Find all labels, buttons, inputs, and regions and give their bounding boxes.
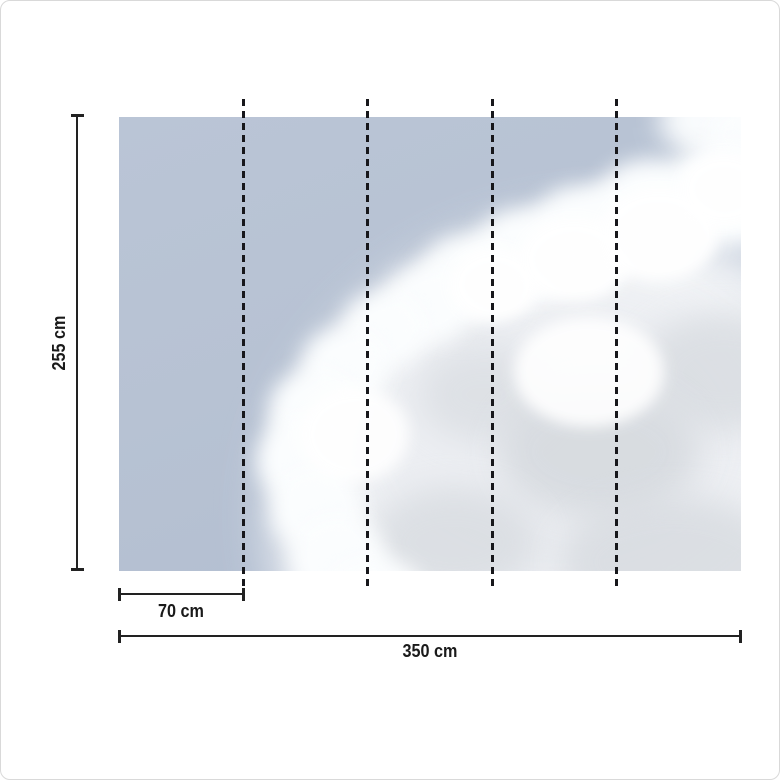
wallpaper-preview-image <box>119 117 741 571</box>
height-dimension-label: 255 cm <box>49 315 69 371</box>
panel-divider-line-3 <box>491 99 494 588</box>
total-width-dimension-label: 350 cm <box>402 641 458 661</box>
panel-width-dimension-label: 70 cm <box>158 601 204 621</box>
height-dimension-top-tick <box>71 114 84 117</box>
panel-divider-line-4 <box>615 99 618 588</box>
panel-divider-line-1 <box>242 99 245 588</box>
total-width-left-tick <box>118 630 121 643</box>
total-width-dimension-line <box>119 635 741 637</box>
height-dimension-bottom-tick <box>71 568 84 571</box>
total-width-right-tick <box>739 630 742 643</box>
height-dimension-line <box>76 115 78 571</box>
panel-width-dimension-line <box>119 593 244 595</box>
panel-divider-line-2 <box>366 99 369 588</box>
panel-width-right-tick <box>242 588 245 601</box>
panel-width-left-tick <box>118 588 121 601</box>
